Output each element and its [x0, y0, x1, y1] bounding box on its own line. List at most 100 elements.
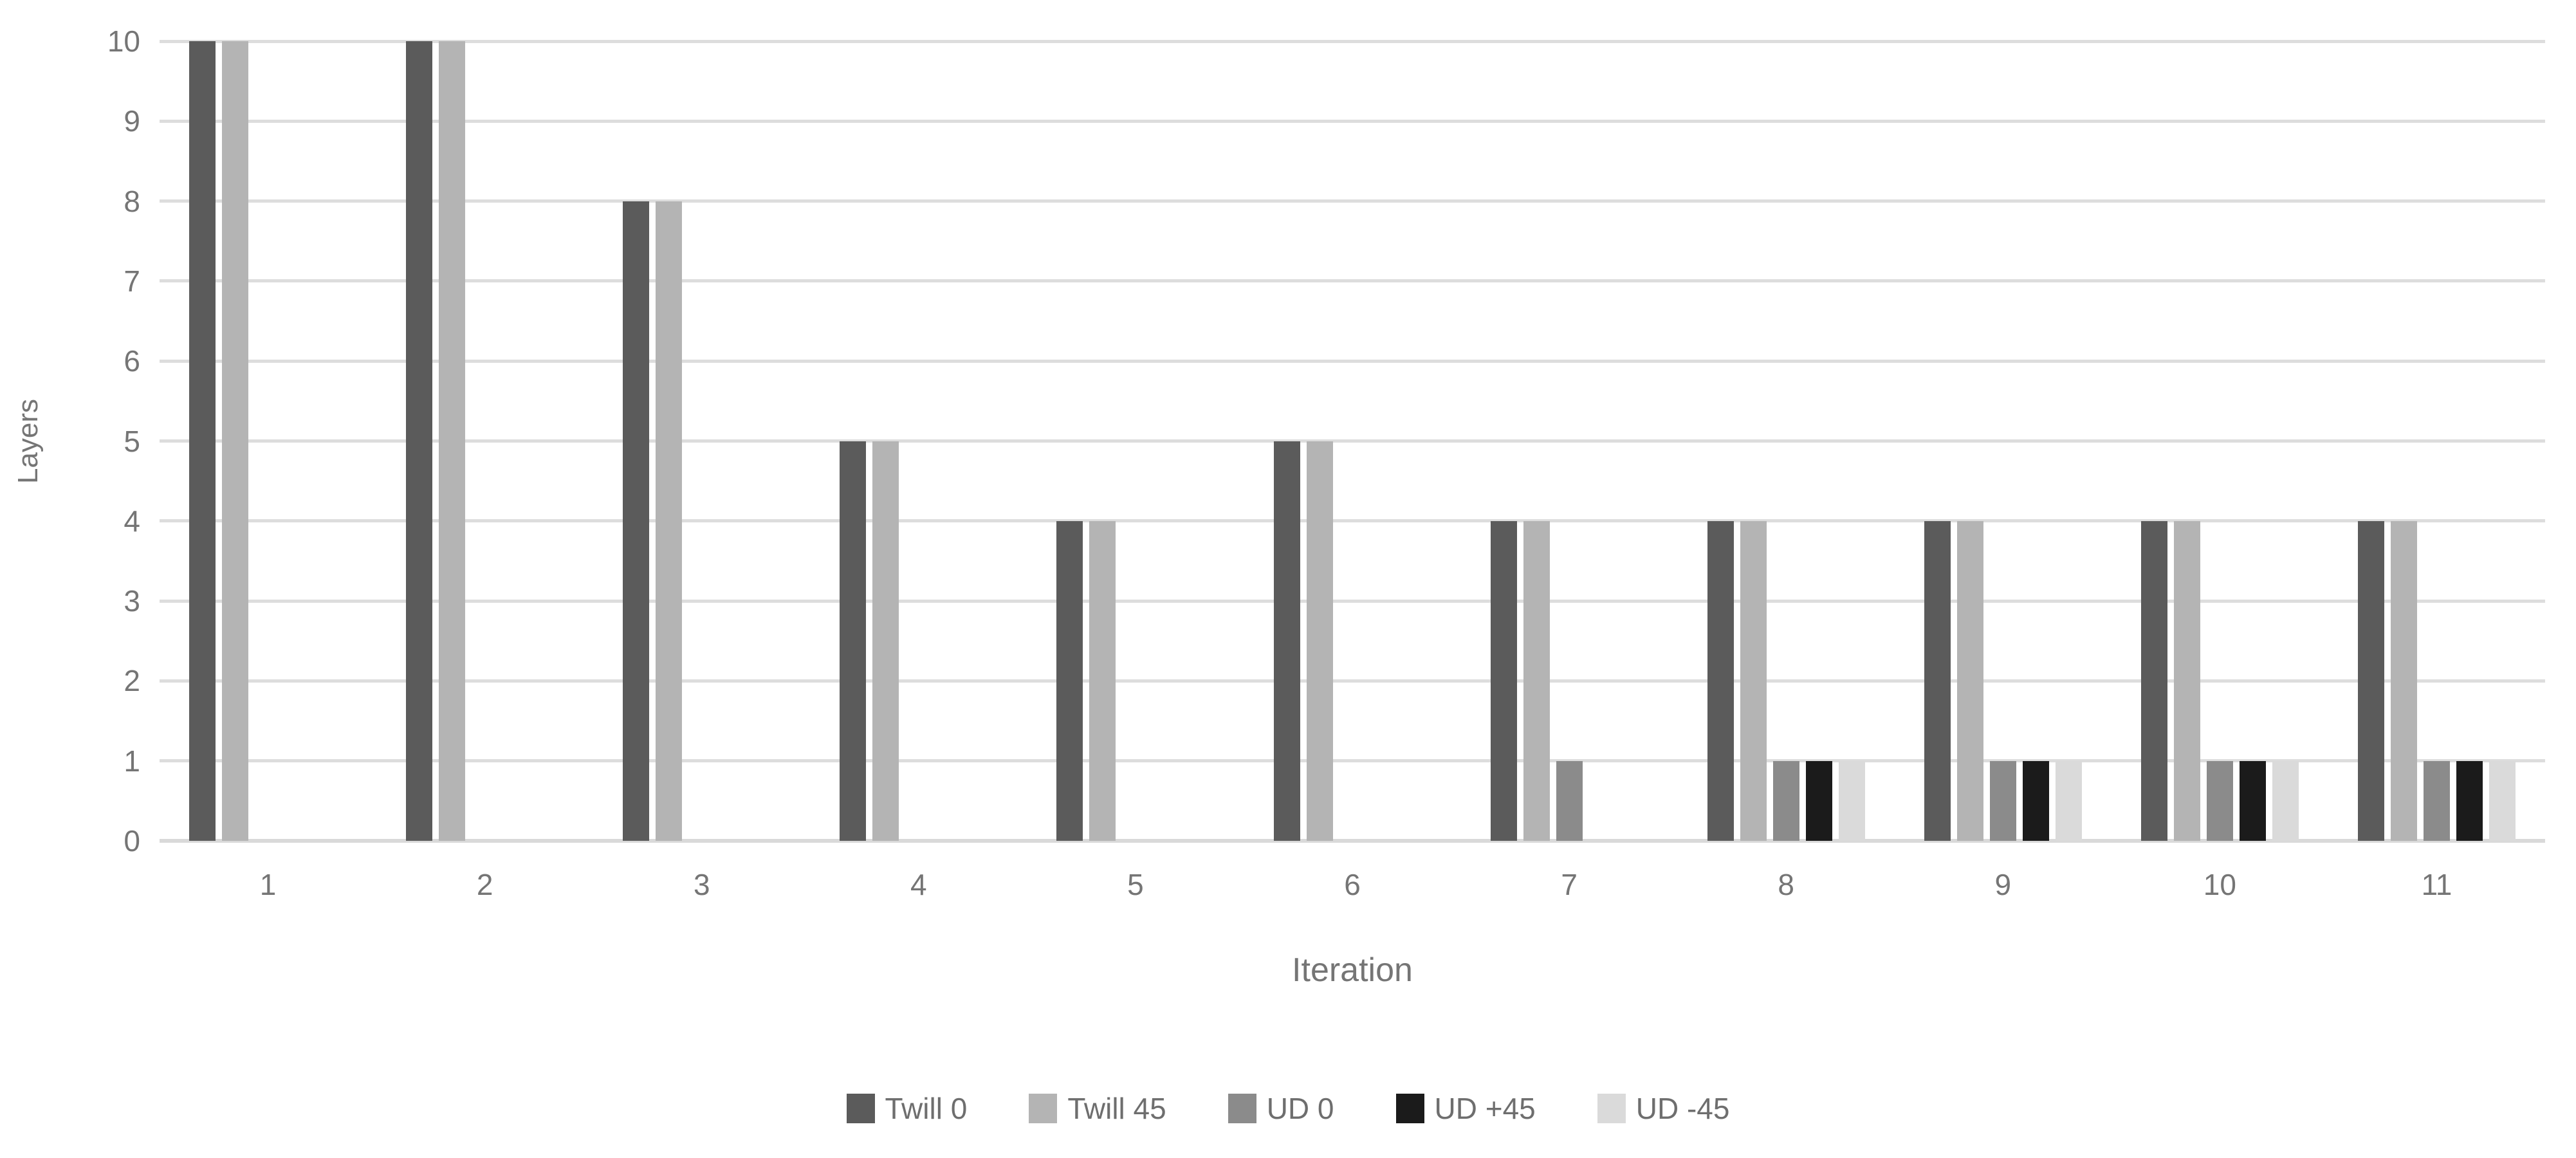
legend: Twill 0 Twill 45 UD 0 UD +45 UD -45 — [0, 1094, 2576, 1123]
y-tick-label: 7 — [124, 264, 140, 298]
bar-ud-0 — [2423, 760, 2450, 841]
bar-ud-45 — [2055, 760, 2082, 841]
bar-twill-0 — [1056, 520, 1083, 841]
bar-ud-45 — [1838, 760, 1865, 841]
x-tick-label: 11 — [2421, 868, 2452, 901]
y-tick-label: 5 — [124, 424, 140, 458]
bar-ud-0 — [1556, 760, 1583, 841]
bar-twill-0 — [1490, 520, 1517, 841]
category-group-10 — [2111, 41, 2328, 841]
gridline — [160, 199, 2545, 203]
category-group-3 — [593, 41, 810, 841]
bar-twill-0 — [1707, 520, 1734, 841]
gridline — [160, 39, 2545, 43]
legend-label: UD 0 — [1266, 1092, 1334, 1125]
plot-area — [160, 39, 2545, 843]
legend-swatch — [1597, 1094, 1626, 1123]
y-tick-label: 6 — [124, 344, 140, 378]
legend-item: Twill 45 — [1029, 1094, 1166, 1123]
x-tick-label: 1 — [259, 868, 277, 901]
category-group-2 — [376, 41, 593, 841]
gridline — [160, 519, 2545, 523]
legend-label: Twill 45 — [1067, 1092, 1166, 1125]
bar-twill-45 — [1306, 441, 1333, 841]
bar-ud-45 — [2272, 760, 2299, 841]
x-tick-label: 8 — [1778, 868, 1794, 901]
bar-twill-45 — [656, 201, 683, 841]
bar-twill-0 — [623, 201, 650, 841]
y-tick-label: 4 — [124, 504, 140, 538]
x-tick-label: 4 — [910, 868, 927, 901]
category-group-8 — [1678, 41, 1895, 841]
legend-item: UD -45 — [1597, 1092, 1730, 1125]
x-tick-label: 6 — [1344, 868, 1361, 901]
category-group-1 — [160, 41, 376, 841]
bar-twill-45 — [872, 441, 899, 841]
gridline — [160, 679, 2545, 683]
bar-twill-45 — [1523, 520, 1550, 841]
bar-twill-45 — [2390, 520, 2417, 841]
y-tick-label: 9 — [124, 104, 140, 138]
legend-item: Twill 0 — [846, 1092, 968, 1125]
x-tick-label: 5 — [1127, 868, 1144, 901]
y-tick-label: 3 — [124, 584, 140, 618]
bar-twill-0 — [840, 441, 867, 841]
y-tick-label: 10 — [107, 24, 140, 58]
legend-label: UD -45 — [1635, 1092, 1730, 1125]
legend-swatch — [846, 1094, 875, 1123]
category-group-11 — [2328, 41, 2545, 841]
bar-twill-45 — [222, 41, 249, 841]
bar-twill-0 — [1273, 441, 1300, 841]
y-tick-label: 8 — [124, 184, 140, 218]
bar-twill-0 — [406, 41, 433, 841]
bar-twill-0 — [189, 41, 216, 841]
bar-twill-45 — [439, 41, 466, 841]
bar-ud-0 — [1772, 760, 1799, 841]
y-axis-tick-labels: 0 1 2 3 4 5 6 7 8 9 10 — [0, 26, 140, 856]
category-group-4 — [810, 41, 1027, 841]
legend-item: UD 0 — [1228, 1094, 1334, 1123]
y-tick-label: 2 — [124, 664, 140, 698]
bar-twill-45 — [1740, 520, 1767, 841]
bar-ud-0 — [2206, 760, 2233, 841]
gridline — [160, 439, 2545, 443]
legend-swatch — [1395, 1094, 1424, 1123]
category-group-7 — [1461, 41, 1678, 841]
bar-twill-45 — [2173, 520, 2200, 841]
legend-swatch — [1228, 1094, 1256, 1123]
bars-layer — [160, 41, 2545, 841]
gridline — [160, 119, 2545, 123]
legend-item: UD +45 — [1395, 1092, 1536, 1125]
bar-twill-0 — [1924, 520, 1951, 841]
bar-twill-0 — [2140, 520, 2167, 841]
gridline — [160, 599, 2545, 603]
x-tick-label: 9 — [1994, 868, 2012, 901]
bar-ud-0 — [1989, 760, 2016, 841]
gridline — [160, 359, 2545, 363]
legend-label: Twill 0 — [885, 1092, 968, 1125]
x-axis-tick-labels: 1 2 3 4 5 6 7 8 9 10 11 — [160, 867, 2545, 902]
y-tick-label: 1 — [124, 744, 140, 778]
y-tick-label: 0 — [124, 824, 140, 858]
legend-label: UD +45 — [1434, 1092, 1536, 1125]
category-group-9 — [1895, 41, 2111, 841]
category-group-5 — [1027, 41, 1244, 841]
bar-ud-45 — [2022, 760, 2049, 841]
category-group-6 — [1244, 41, 1460, 841]
bar-twill-0 — [2357, 520, 2384, 841]
x-axis-title: Iteration — [1292, 951, 1413, 989]
bar-twill-45 — [1956, 520, 1983, 841]
bar-ud-45 — [2456, 760, 2483, 841]
axis-baseline — [160, 839, 2545, 843]
bar-twill-45 — [1089, 520, 1116, 841]
bar-ud-45 — [2489, 760, 2516, 841]
x-tick-label: 10 — [2203, 868, 2236, 901]
gridlines-layer — [160, 39, 2545, 843]
x-tick-label: 3 — [693, 868, 710, 901]
x-tick-label: 2 — [476, 868, 493, 901]
bar-ud-45 — [2239, 760, 2266, 841]
x-tick-label: 7 — [1561, 868, 1578, 901]
bar-ud-45 — [1805, 760, 1832, 841]
legend-swatch — [1029, 1094, 1058, 1123]
